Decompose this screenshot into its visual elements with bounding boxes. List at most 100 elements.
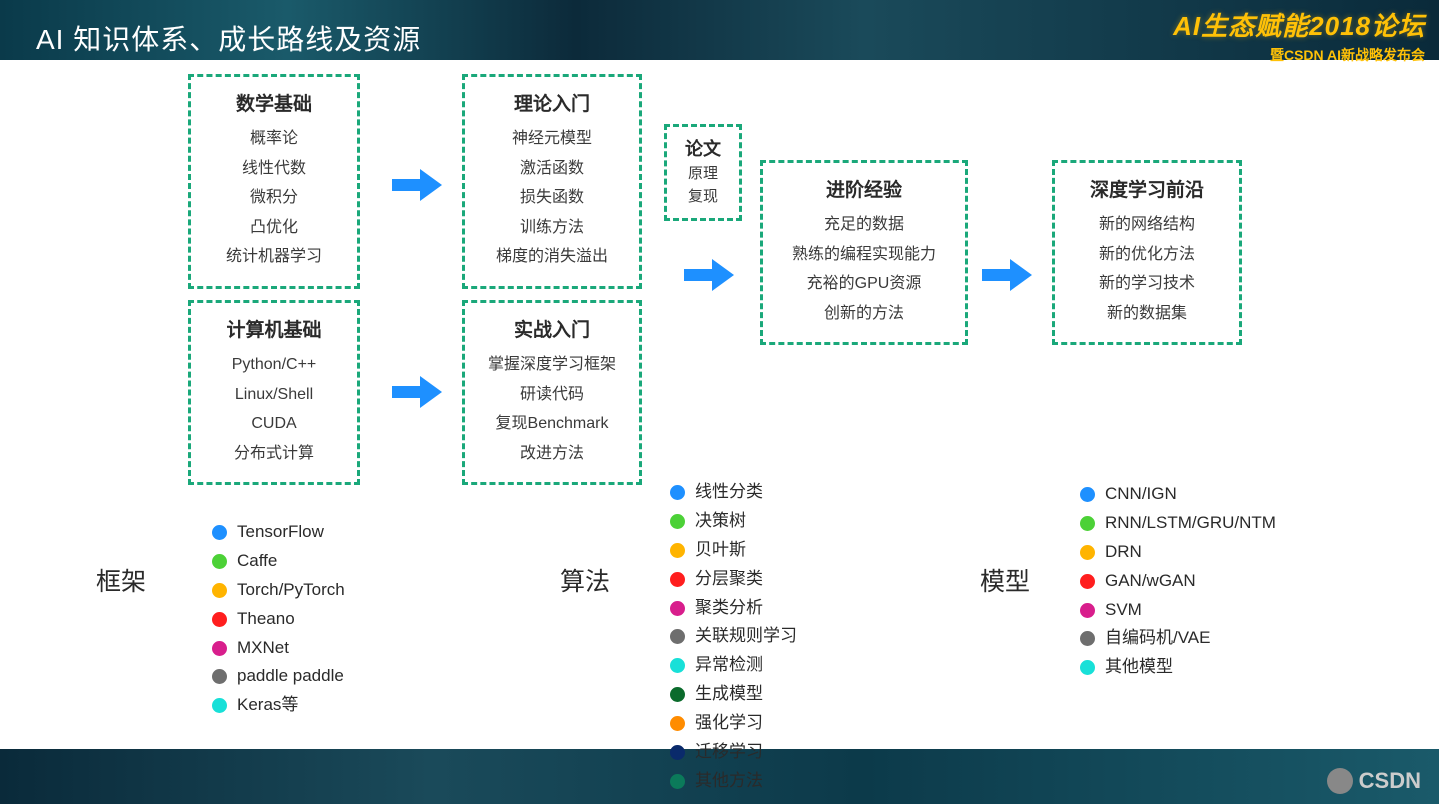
- box-cs: 计算机基础 Python/C++Linux/ShellCUDA分布式计算: [188, 300, 360, 485]
- legend-text: DRN: [1105, 538, 1142, 567]
- legend-item: 其他模型: [1080, 653, 1276, 682]
- legend-text: Torch/PyTorch: [237, 576, 345, 605]
- box-frontier: 深度学习前沿新的网络结构新的优化方法新的学习技术新的数据集: [1052, 160, 1242, 345]
- legend-dot-icon: [670, 774, 685, 789]
- box-paper: 论文原理复现: [664, 124, 742, 221]
- legend-text: 线性分类: [695, 478, 763, 507]
- box-frontier-heading: 深度学习前沿: [1073, 175, 1221, 202]
- legend-item: SVM: [1080, 596, 1276, 625]
- box-advance-item: 充裕的GPU资源: [781, 269, 947, 299]
- legend-algorithms: 线性分类决策树贝叶斯分层聚类聚类分析关联规则学习异常检测生成模型强化学习迁移学习…: [670, 478, 797, 796]
- box-cs-item: Linux/Shell: [209, 380, 339, 410]
- legend-models: CNN/IGNRNN/LSTM/GRU/NTMDRNGAN/wGANSVM自编码…: [1080, 480, 1276, 682]
- box-math-item: 统计机器学习: [209, 242, 339, 272]
- box-theory: 理论入门神经元模型激活函数损失函数训练方法梯度的消失溢出: [462, 74, 642, 289]
- legend-dot-icon: [670, 658, 685, 673]
- section-label-models: 模型: [980, 562, 1030, 598]
- page-title: AI 知识体系、成长路线及资源: [36, 18, 421, 58]
- legend-text: 迁移学习: [695, 738, 763, 767]
- box-advance-item: 充足的数据: [781, 210, 947, 240]
- box-practice-heading: 实战入门: [483, 315, 621, 342]
- box-advance: 进阶经验充足的数据熟练的编程实现能力充裕的GPU资源创新的方法: [760, 160, 968, 345]
- arrow-icon: [682, 255, 736, 295]
- legend-item: DRN: [1080, 538, 1276, 567]
- legend-text: 强化学习: [695, 709, 763, 738]
- box-advance-item: 创新的方法: [781, 299, 947, 329]
- legend-text: 决策树: [695, 507, 746, 536]
- legend-item: 聚类分析: [670, 594, 797, 623]
- legend-dot-icon: [212, 669, 227, 684]
- legend-text: Keras等: [237, 691, 298, 720]
- legend-dot-icon: [1080, 487, 1095, 502]
- legend-text: Theano: [237, 605, 295, 634]
- wechat-icon: [1327, 768, 1353, 794]
- legend-text: 聚类分析: [695, 594, 763, 623]
- legend-item: 贝叶斯: [670, 536, 797, 565]
- legend-text: RNN/LSTM/GRU/NTM: [1105, 509, 1276, 538]
- legend-text: Caffe: [237, 547, 277, 576]
- box-theory-item: 神经元模型: [483, 124, 621, 154]
- legend-text: 自编码机/VAE: [1105, 624, 1210, 653]
- box-practice: 实战入门掌握深度学习框架研读代码复现Benchmark改进方法: [462, 300, 642, 485]
- legend-item: RNN/LSTM/GRU/NTM: [1080, 509, 1276, 538]
- box-paper-item: 复现: [677, 186, 729, 209]
- box-math-item: 微积分: [209, 183, 339, 213]
- legend-item: 其他方法: [670, 767, 797, 796]
- box-cs-item: CUDA: [209, 409, 339, 439]
- legend-dot-icon: [1080, 631, 1095, 646]
- box-advance-heading: 进阶经验: [781, 175, 947, 202]
- box-cs-heading: 计算机基础: [209, 315, 339, 342]
- legend-dot-icon: [670, 629, 685, 644]
- event-logo: AI生态赋能2018论坛 暨CSDN AI新战略发布会: [1173, 6, 1425, 65]
- legend-text: 其他方法: [695, 767, 763, 796]
- csdn-text: CSDN: [1359, 768, 1421, 794]
- box-advance-item: 熟练的编程实现能力: [781, 240, 947, 270]
- legend-dot-icon: [670, 514, 685, 529]
- box-math-item: 凸优化: [209, 213, 339, 243]
- box-frontier-item: 新的数据集: [1073, 299, 1221, 329]
- box-paper-heading: 论文: [677, 135, 729, 161]
- legend-dot-icon: [1080, 545, 1095, 560]
- box-frontier-item: 新的网络结构: [1073, 210, 1221, 240]
- legend-item: MXNet: [212, 634, 345, 663]
- legend-item: Torch/PyTorch: [212, 576, 345, 605]
- legend-item: Theano: [212, 605, 345, 634]
- legend-item: 生成模型: [670, 680, 797, 709]
- legend-text: 其他模型: [1105, 653, 1173, 682]
- legend-item: 自编码机/VAE: [1080, 624, 1276, 653]
- box-cs-item: Python/C++: [209, 350, 339, 380]
- legend-dot-icon: [670, 543, 685, 558]
- legend-dot-icon: [212, 583, 227, 598]
- legend-dot-icon: [1080, 660, 1095, 675]
- legend-dot-icon: [670, 716, 685, 731]
- legend-frameworks: TensorFlowCaffeTorch/PyTorchTheanoMXNetp…: [212, 518, 345, 720]
- box-cs-item: 分布式计算: [209, 439, 339, 469]
- legend-dot-icon: [212, 554, 227, 569]
- box-theory-item: 损失函数: [483, 183, 621, 213]
- legend-item: 迁移学习: [670, 738, 797, 767]
- legend-item: 分层聚类: [670, 565, 797, 594]
- legend-dot-icon: [1080, 516, 1095, 531]
- box-theory-heading: 理论入门: [483, 89, 621, 116]
- box-math: 数学基础概率论线性代数微积分凸优化统计机器学习: [188, 74, 360, 289]
- legend-text: paddle paddle: [237, 662, 344, 691]
- legend-item: 异常检测: [670, 651, 797, 680]
- legend-dot-icon: [670, 572, 685, 587]
- legend-item: 线性分类: [670, 478, 797, 507]
- legend-item: 决策树: [670, 507, 797, 536]
- box-practice-item: 研读代码: [483, 380, 621, 410]
- legend-dot-icon: [212, 525, 227, 540]
- legend-dot-icon: [212, 612, 227, 627]
- arrow-icon: [390, 372, 444, 412]
- legend-dot-icon: [670, 687, 685, 702]
- legend-dot-icon: [670, 601, 685, 616]
- legend-text: 生成模型: [695, 680, 763, 709]
- box-practice-item: 改进方法: [483, 439, 621, 469]
- legend-item: Caffe: [212, 547, 345, 576]
- box-math-heading: 数学基础: [209, 89, 339, 116]
- legend-dot-icon: [1080, 603, 1095, 618]
- legend-text: 异常检测: [695, 651, 763, 680]
- legend-item: GAN/wGAN: [1080, 567, 1276, 596]
- legend-item: Keras等: [212, 691, 345, 720]
- box-theory-item: 训练方法: [483, 213, 621, 243]
